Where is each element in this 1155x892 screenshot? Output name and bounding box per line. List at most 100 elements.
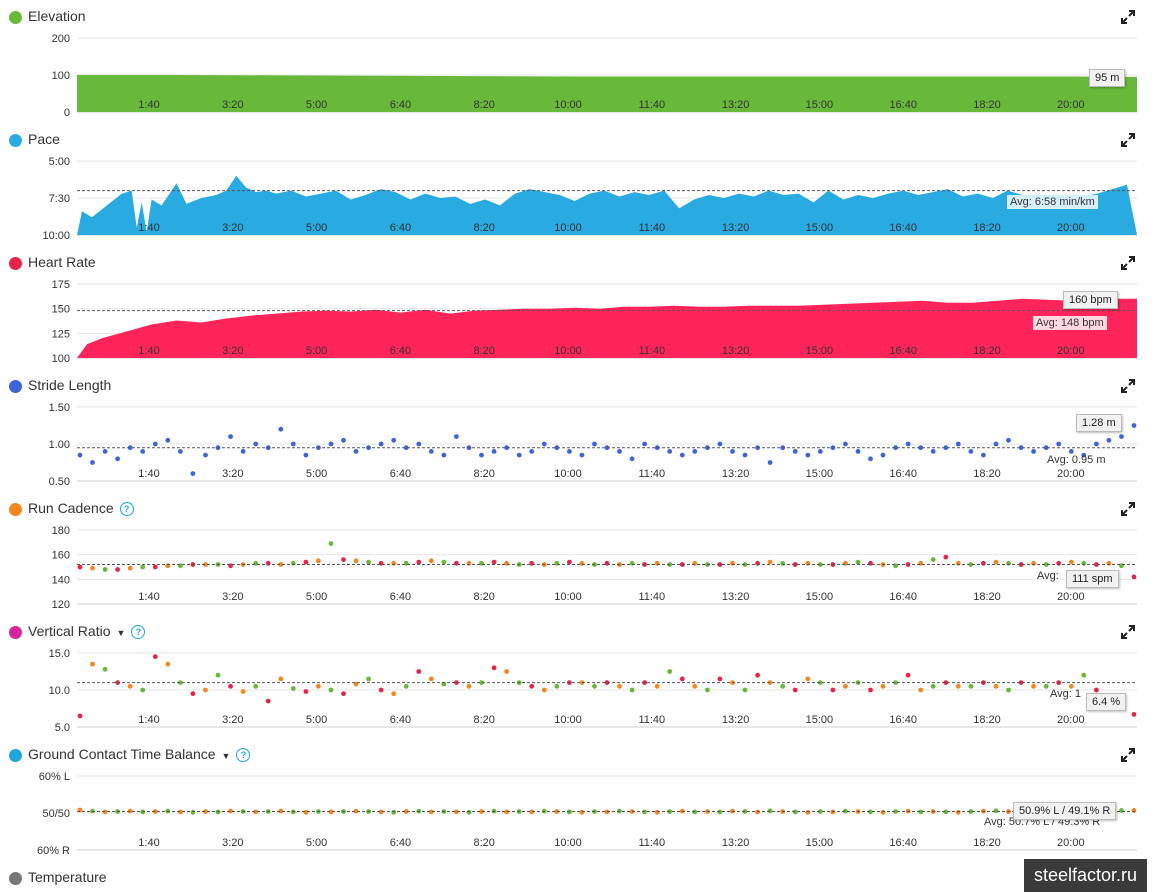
x-tick-label: 15:00 bbox=[806, 837, 834, 849]
expand-icon[interactable] bbox=[1121, 748, 1135, 762]
expand-icon[interactable] bbox=[1121, 379, 1135, 393]
x-tick-label: 1:40 bbox=[138, 345, 159, 357]
pace-avg-label: Avg: 6:58 min/km bbox=[1007, 195, 1098, 209]
y-tick-label: 150 bbox=[52, 304, 70, 316]
stride-length-point bbox=[843, 441, 848, 447]
x-tick-label: 20:00 bbox=[1057, 99, 1085, 111]
vertical-ratio-point bbox=[529, 683, 535, 689]
stride-length-point bbox=[90, 460, 95, 465]
gct-balance-point bbox=[403, 809, 409, 814]
vertical-ratio-point bbox=[90, 661, 95, 667]
y-tick-label: 200 bbox=[52, 33, 70, 45]
temperature-header: Temperature bbox=[0, 861, 1155, 885]
help-icon[interactable]: ? bbox=[131, 625, 146, 639]
x-tick-label: 18:20 bbox=[973, 714, 1001, 726]
chevron-down-icon[interactable]: ▼ bbox=[116, 628, 126, 638]
y-tick-label: 1.00 bbox=[49, 439, 70, 451]
y-tick-label: 0.50 bbox=[49, 476, 70, 488]
expand-icon[interactable] bbox=[1121, 10, 1135, 24]
stride-length-point bbox=[102, 449, 108, 454]
stride-length-point bbox=[127, 445, 133, 451]
vertical-ratio-point bbox=[278, 676, 284, 682]
heart-rate-avg-label: Avg: 148 bpm bbox=[1033, 316, 1107, 330]
gct-balance-dot-icon bbox=[9, 749, 22, 762]
run-cadence-point bbox=[993, 559, 999, 565]
x-tick-label: 8:20 bbox=[473, 345, 494, 357]
pace-dot-icon bbox=[9, 134, 22, 147]
vertical-ratio-point bbox=[792, 687, 798, 693]
run-cadence-point bbox=[77, 564, 83, 570]
stride-length-point bbox=[491, 449, 497, 454]
vertical-ratio-point bbox=[617, 683, 622, 689]
gct-balance-point bbox=[203, 809, 208, 814]
stride-length-point bbox=[341, 437, 346, 443]
x-tick-label: 10:00 bbox=[554, 591, 582, 603]
chevron-down-icon[interactable]: ▼ bbox=[221, 751, 231, 761]
expand-icon[interactable] bbox=[1121, 502, 1135, 516]
stride-length-point bbox=[416, 441, 422, 447]
vertical-ratio-point bbox=[290, 686, 296, 691]
stride-length-point bbox=[667, 449, 673, 454]
stride-length-point bbox=[554, 445, 560, 451]
run-cadence-point bbox=[428, 558, 434, 564]
stride-length-point bbox=[140, 449, 146, 454]
gct-balance-point bbox=[943, 809, 949, 815]
stride-length-point bbox=[1031, 449, 1036, 454]
x-tick-label: 16:40 bbox=[889, 222, 917, 234]
stride-length-point bbox=[1081, 452, 1087, 458]
stride-length-point bbox=[391, 437, 397, 443]
stride-length-point bbox=[1131, 423, 1137, 428]
x-tick-label: 3:20 bbox=[222, 837, 243, 849]
vertical-ratio-point bbox=[228, 683, 234, 689]
x-tick-label: 6:40 bbox=[390, 99, 411, 111]
y-tick-label: 7:30 bbox=[49, 193, 70, 205]
expand-icon[interactable] bbox=[1121, 133, 1135, 147]
stride-length-point bbox=[642, 441, 647, 447]
stride-length-point bbox=[290, 441, 296, 447]
help-icon[interactable]: ? bbox=[119, 502, 134, 516]
expand-icon[interactable] bbox=[1121, 625, 1135, 639]
gct-balance-point bbox=[479, 809, 484, 814]
heart-rate-title: Heart Rate bbox=[28, 254, 96, 270]
gct-balance-point bbox=[868, 809, 873, 815]
vertical-ratio-point bbox=[1131, 712, 1137, 717]
x-tick-label: 10:00 bbox=[554, 99, 582, 111]
vertical-ratio-point bbox=[341, 691, 346, 697]
vertical-ratio-point bbox=[629, 687, 635, 693]
x-tick-label: 16:40 bbox=[889, 468, 917, 480]
stride-length-point bbox=[152, 441, 158, 447]
elevation-header: Elevation bbox=[0, 0, 1155, 24]
gct-balance-point bbox=[190, 809, 196, 815]
stride-length-point bbox=[353, 449, 359, 454]
vertical-ratio-point bbox=[215, 672, 221, 678]
stride-length-point bbox=[1119, 434, 1124, 439]
vertical-ratio-avg-label: Avg: 1 bbox=[1050, 688, 1081, 700]
run-cadence-point bbox=[491, 559, 497, 565]
x-tick-label: 5:00 bbox=[306, 99, 327, 111]
y-tick-label: 10:00 bbox=[42, 230, 70, 242]
stride-length-point bbox=[190, 471, 196, 476]
vertical-ratio-point bbox=[654, 683, 660, 689]
vertical-ratio-point bbox=[240, 689, 246, 694]
expand-icon[interactable] bbox=[1121, 256, 1135, 270]
run-cadence-point bbox=[416, 559, 422, 565]
stride-length-point bbox=[817, 449, 823, 454]
stride-length-point bbox=[579, 452, 585, 458]
heart-rate-dot-icon bbox=[9, 257, 22, 270]
x-tick-label: 15:00 bbox=[806, 468, 834, 480]
x-tick-label: 16:40 bbox=[889, 591, 917, 603]
x-tick-label: 6:40 bbox=[390, 345, 411, 357]
gct-balance-point bbox=[955, 809, 961, 815]
gct-balance-tooltip: 50.9% L / 49.1% R bbox=[1013, 802, 1117, 820]
x-tick-label: 5:00 bbox=[306, 222, 327, 234]
run-cadence-point bbox=[90, 565, 95, 571]
vertical-ratio-point bbox=[830, 687, 836, 693]
x-tick-label: 5:00 bbox=[306, 345, 327, 357]
vertical-ratio-point bbox=[1031, 683, 1036, 689]
stride-length-point bbox=[228, 434, 234, 439]
stride-length-point bbox=[692, 449, 698, 454]
y-tick-label: 15.0 bbox=[49, 648, 70, 660]
stride-length-point bbox=[77, 452, 83, 458]
help-icon[interactable]: ? bbox=[236, 748, 251, 762]
run-cadence-chart: 180 160 140 120 1:40 3:20 5:00 6:40 8:20 10:00 11:… bbox=[52, 525, 1137, 611]
